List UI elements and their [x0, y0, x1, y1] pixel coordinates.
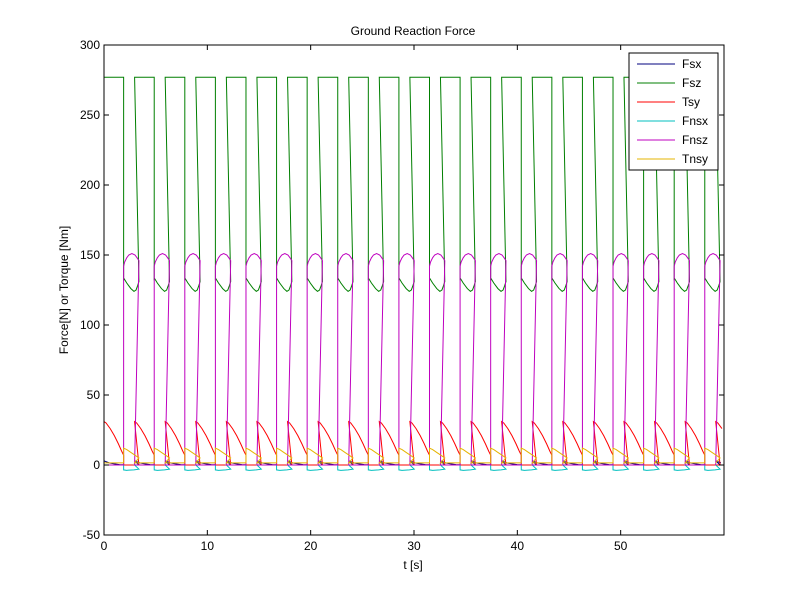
- y-tick-label: 200: [80, 178, 100, 192]
- legend-label-fsz: Fsz: [682, 76, 701, 90]
- x-tick-label: 30: [407, 539, 421, 553]
- y-tick-label: 50: [87, 388, 101, 402]
- series-line-fsz: [104, 76, 721, 293]
- series-line-fnsz: [104, 253, 721, 466]
- chart-title: Ground Reaction Force: [351, 24, 476, 38]
- y-axis-label: Force[N] or Torque [Nm]: [57, 226, 71, 354]
- y-tick-label: 100: [80, 318, 100, 332]
- series-line-tnsy: [104, 447, 721, 464]
- series-line-fnsx: [104, 464, 722, 471]
- legend-label-tsy: Tsy: [682, 95, 700, 109]
- y-tick-label: 150: [80, 248, 100, 262]
- x-tick-label: 20: [304, 539, 318, 553]
- legend-label-fnsx: Fnsx: [682, 114, 708, 128]
- series-lines: [104, 76, 723, 471]
- plot-area: 0 10 20 30 40 50-50050100150200250300FsxFszTs…: [80, 38, 725, 553]
- legend-label-fsx: Fsx: [682, 57, 701, 71]
- legend-label-fnsz: Fnsz: [682, 133, 708, 147]
- x-tick-label: 40: [511, 539, 525, 553]
- y-tick-label: 0: [93, 458, 100, 472]
- legend: Fsx Fsz Tsy Fnsx Fnsz Tnsy: [628, 52, 719, 171]
- x-tick-label: 10: [201, 539, 215, 553]
- y-tick-label: 250: [80, 108, 100, 122]
- x-tick-label: 0: [101, 539, 108, 553]
- y-tick-label: -50: [83, 528, 101, 542]
- legend-label-tnsy: Tnsy: [682, 152, 708, 166]
- x-tick-label: 50: [614, 539, 628, 553]
- legend-box: [628, 52, 719, 171]
- x-axis-label: t [s]: [403, 558, 422, 572]
- y-tick-label: 300: [80, 38, 100, 52]
- series-line-tsy: [104, 420, 723, 466]
